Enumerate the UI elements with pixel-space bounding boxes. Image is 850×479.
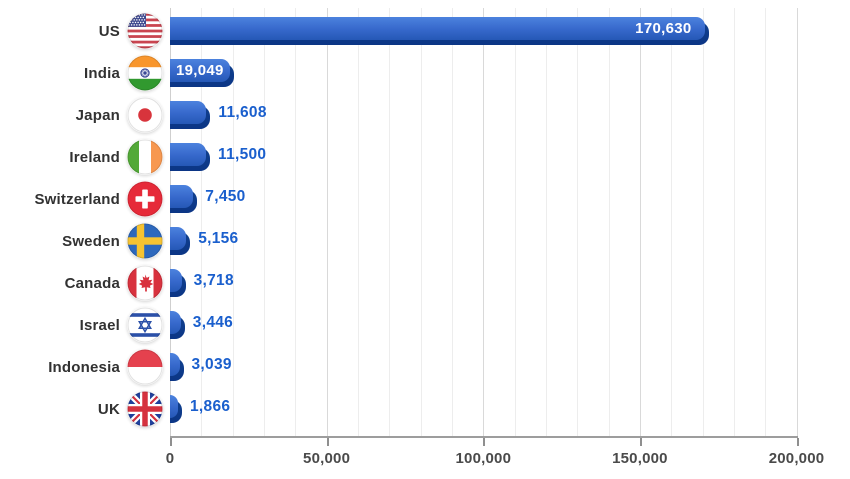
x-axis-line	[170, 436, 798, 438]
chart-row: India 19,049	[0, 52, 850, 94]
country-label: Ireland	[69, 148, 120, 166]
uk-flag-icon	[127, 391, 163, 427]
bar: 170,630	[170, 17, 705, 40]
chart-rows: US 170,630 India 19,049 Japan 11,608 Ireland 11…	[0, 10, 850, 430]
bar: 19,049	[170, 59, 230, 82]
bar-track: 3,039	[170, 353, 850, 381]
x-axis-tick	[796, 438, 799, 446]
x-axis-tick-label: 100,000	[455, 450, 512, 467]
x-axis-tick	[170, 438, 172, 446]
major-gridline	[796, 8, 798, 436]
bar	[170, 227, 187, 250]
value-label: 170,630	[635, 20, 692, 37]
minor-gridline	[357, 8, 359, 436]
chart-row: Indonesia 3,039	[0, 346, 850, 388]
country-label: Indonesia	[48, 358, 120, 376]
bar-track: 19,049	[170, 59, 850, 87]
minor-gridline	[420, 8, 422, 436]
major-gridline	[483, 8, 485, 436]
chart-row: Switzerland 7,450	[0, 178, 850, 220]
bar-track: 170,630	[170, 17, 850, 45]
japan-flag-icon	[127, 97, 163, 133]
minor-gridline	[671, 8, 673, 436]
minor-gridline	[389, 8, 391, 436]
x-axis-tick	[639, 438, 642, 446]
value-label: 3,718	[193, 271, 234, 289]
major-gridline	[326, 8, 328, 436]
bar-track: 7,450	[170, 185, 850, 213]
sweden-flag-icon	[127, 223, 163, 259]
x-axis-tick	[326, 438, 329, 446]
value-label: 5,156	[198, 229, 239, 247]
bar	[170, 143, 206, 166]
chart-row: Japan 11,608	[0, 94, 850, 136]
country-label: Sweden	[62, 232, 120, 250]
major-gridline	[639, 8, 641, 436]
bar	[170, 101, 207, 124]
country-label: Switzerland	[34, 190, 120, 208]
country-label: US	[98, 22, 120, 40]
country-label: Canada	[64, 274, 120, 292]
x-axis-tick-label: 0	[165, 450, 175, 467]
x-axis-tick-label: 150,000	[612, 450, 668, 467]
country-label: Israel	[79, 316, 120, 334]
chart-row: US 170,630	[0, 10, 850, 52]
bar-track: 11,500	[170, 143, 850, 171]
country-label: UK	[97, 400, 120, 418]
chart-row: Canada 3,718	[0, 262, 850, 304]
bar	[170, 353, 180, 376]
israel-flag-icon	[127, 307, 163, 343]
minor-gridline	[451, 8, 453, 436]
minor-gridline	[295, 8, 297, 436]
x-axis-tick-label: 200,000	[768, 450, 825, 467]
chart-row: Israel 3,446	[0, 304, 850, 346]
country-label: Japan	[75, 106, 120, 124]
minor-gridline	[765, 8, 767, 436]
chart-row: Ireland 11,500	[0, 136, 850, 178]
value-label: 11,500	[218, 145, 267, 163]
bar-track: 5,156	[170, 227, 850, 255]
bar-track: 3,446	[170, 311, 850, 339]
india-flag-icon	[127, 55, 163, 91]
x-axis-tick	[483, 438, 486, 446]
minor-gridline	[514, 8, 516, 436]
minor-gridline	[577, 8, 579, 436]
value-label: 3,446	[192, 313, 234, 331]
value-label: 11,608	[218, 103, 267, 121]
us-flag-icon	[127, 13, 163, 49]
value-label: 19,049	[176, 62, 224, 79]
ireland-flag-icon	[127, 139, 163, 175]
minor-gridline	[608, 8, 610, 436]
minor-gridline	[545, 8, 547, 436]
chart-row: UK 1,866	[0, 388, 850, 430]
minor-gridline	[201, 8, 203, 436]
bar	[170, 269, 182, 292]
bar	[170, 395, 178, 418]
minor-gridline	[702, 8, 704, 436]
bar-track: 3,718	[170, 269, 850, 297]
bar-track: 1,866	[170, 395, 850, 423]
switzerland-flag-icon	[127, 181, 163, 217]
chart-row: Sweden 5,156	[0, 220, 850, 262]
canada-flag-icon	[127, 265, 163, 301]
bar-track: 11,608	[170, 101, 850, 129]
x-axis-tick-label: 50,000	[303, 450, 351, 467]
major-gridline	[170, 8, 171, 436]
country-label: India	[83, 64, 120, 82]
minor-gridline	[232, 8, 234, 436]
value-label: 7,450	[205, 187, 246, 205]
indonesia-flag-icon	[127, 349, 163, 385]
bar	[170, 311, 181, 334]
minor-gridline	[264, 8, 265, 436]
minor-gridline	[733, 8, 735, 436]
value-label: 1,866	[190, 397, 231, 415]
value-label: 3,039	[191, 355, 232, 373]
bar	[170, 185, 194, 208]
